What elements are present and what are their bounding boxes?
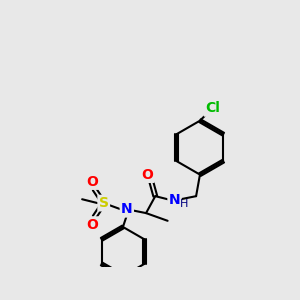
Text: O: O: [86, 175, 98, 188]
Text: H: H: [180, 199, 188, 209]
Text: N: N: [169, 193, 180, 207]
Text: N: N: [121, 202, 133, 216]
Text: S: S: [99, 196, 109, 210]
Text: O: O: [86, 218, 98, 232]
Text: Cl: Cl: [205, 101, 220, 116]
Text: O: O: [142, 168, 154, 182]
